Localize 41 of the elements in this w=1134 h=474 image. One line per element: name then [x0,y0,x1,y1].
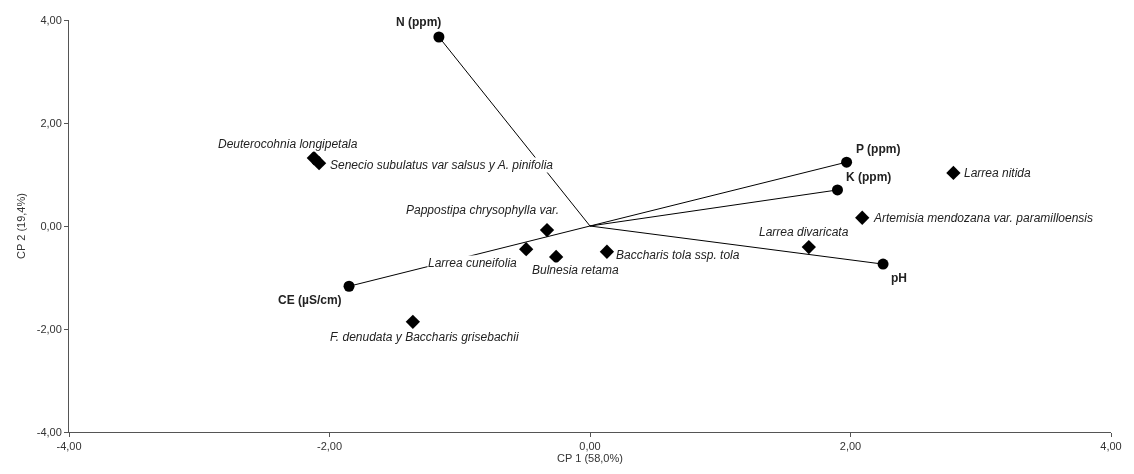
point [946,165,961,181]
point [801,239,816,255]
point [311,156,327,171]
y-tick-label: 2,00 [40,116,62,129]
y-axis-title: CP 2 (19,4%) [15,193,28,259]
point [539,222,555,238]
point [519,242,534,257]
annotation: Artemisia mendozana var. paramilloensis [873,211,1093,225]
annotation: Senecio subulatus var salsus y A. pinifolia [330,158,554,172]
y-tick-label: 0,00 [40,219,62,232]
annotation: Pappostipa chrysophylla var. [406,203,559,217]
annotation: Larrea cuneifolia [428,256,518,270]
x-tick-label: -4,00 [56,440,82,453]
point [343,280,355,292]
annotation: Larrea divaricata [759,225,849,239]
point [433,31,445,43]
x-axis-title: CP 1 (58,0%) [557,452,623,465]
x-tick-label: -2,00 [316,440,343,453]
point [831,184,843,196]
annotation: Deuterocohnia longipetala [218,137,358,151]
y-tick-label: 4,00 [40,13,62,26]
point [599,244,615,259]
annotation: Baccharis tola ssp. tola [616,248,740,262]
annotation: K (ppm) [846,170,892,184]
annotation: Bulnesia retama [532,263,620,277]
x-tick-label: 0,00 [579,440,601,453]
point [855,210,870,225]
annotation: F. denudata y Baccharis grisebachii [330,330,519,344]
annotation: P (ppm) [856,142,901,156]
x-tick-label: 2,00 [839,440,862,453]
point [841,156,853,168]
point [405,314,421,329]
annotation: Larrea nitida [964,166,1032,180]
point [548,249,564,265]
x-tick-label: 4,00 [1100,440,1122,453]
annotation: N (ppm) [396,15,442,29]
y-tick-label: -2,00 [36,322,62,335]
annotation: pH [891,271,907,285]
y-tick-label: -4,00 [36,425,62,438]
point [877,258,889,270]
annotation: CE (µS/cm) [278,293,342,307]
